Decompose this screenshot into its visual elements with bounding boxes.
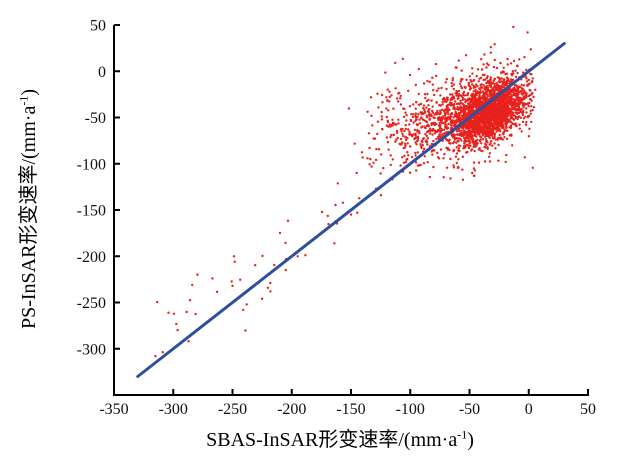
y-tick-label: -50 bbox=[85, 110, 106, 127]
y-tick-label: -250 bbox=[77, 295, 106, 312]
x-tick-label: -350 bbox=[99, 401, 128, 418]
x-axis-label-superscript: -1 bbox=[457, 427, 468, 442]
y-axis-label-close: ) bbox=[18, 88, 40, 96]
one-to-one-fit-line bbox=[136, 42, 566, 378]
y-axis-label-superscript: -1 bbox=[16, 95, 31, 106]
y-tick-label: -200 bbox=[77, 249, 106, 266]
x-tick-label: 50 bbox=[580, 401, 596, 418]
x-tick-label: -50 bbox=[459, 401, 480, 418]
y-tick-label: -150 bbox=[77, 203, 106, 220]
x-tick-label: -250 bbox=[218, 401, 247, 418]
x-tick-label: -200 bbox=[277, 401, 306, 418]
x-tick-label: -150 bbox=[336, 401, 365, 418]
y-tick-label: 0 bbox=[98, 64, 106, 81]
x-tick-label: 0 bbox=[525, 401, 533, 418]
y-tick-label: -300 bbox=[77, 341, 106, 358]
x-axis-label-text: SBAS-InSAR形变速率/(mm·a bbox=[206, 429, 458, 451]
x-tick-label: -300 bbox=[159, 401, 188, 418]
x-axis-label: SBAS-InSAR形变速率/(mm·a-1) bbox=[206, 427, 474, 451]
y-tick-label: -100 bbox=[77, 156, 106, 173]
x-axis-label-close: ) bbox=[467, 429, 474, 451]
y-tick-label: 50 bbox=[90, 18, 106, 35]
y-axis-label-text: PS-InSAR形变速率/(mm·a bbox=[18, 105, 40, 330]
y-axis-label: PS-InSAR形变速率/(mm·a-1) bbox=[16, 88, 40, 330]
tick-labels: -350 -300 -250 -200 -150 -100 -50 0 50 50 0 -50 -100… bbox=[77, 18, 596, 419]
tick-marks bbox=[113, 24, 589, 395]
x-tick-label: -100 bbox=[396, 401, 425, 418]
scatter-points bbox=[154, 25, 537, 358]
